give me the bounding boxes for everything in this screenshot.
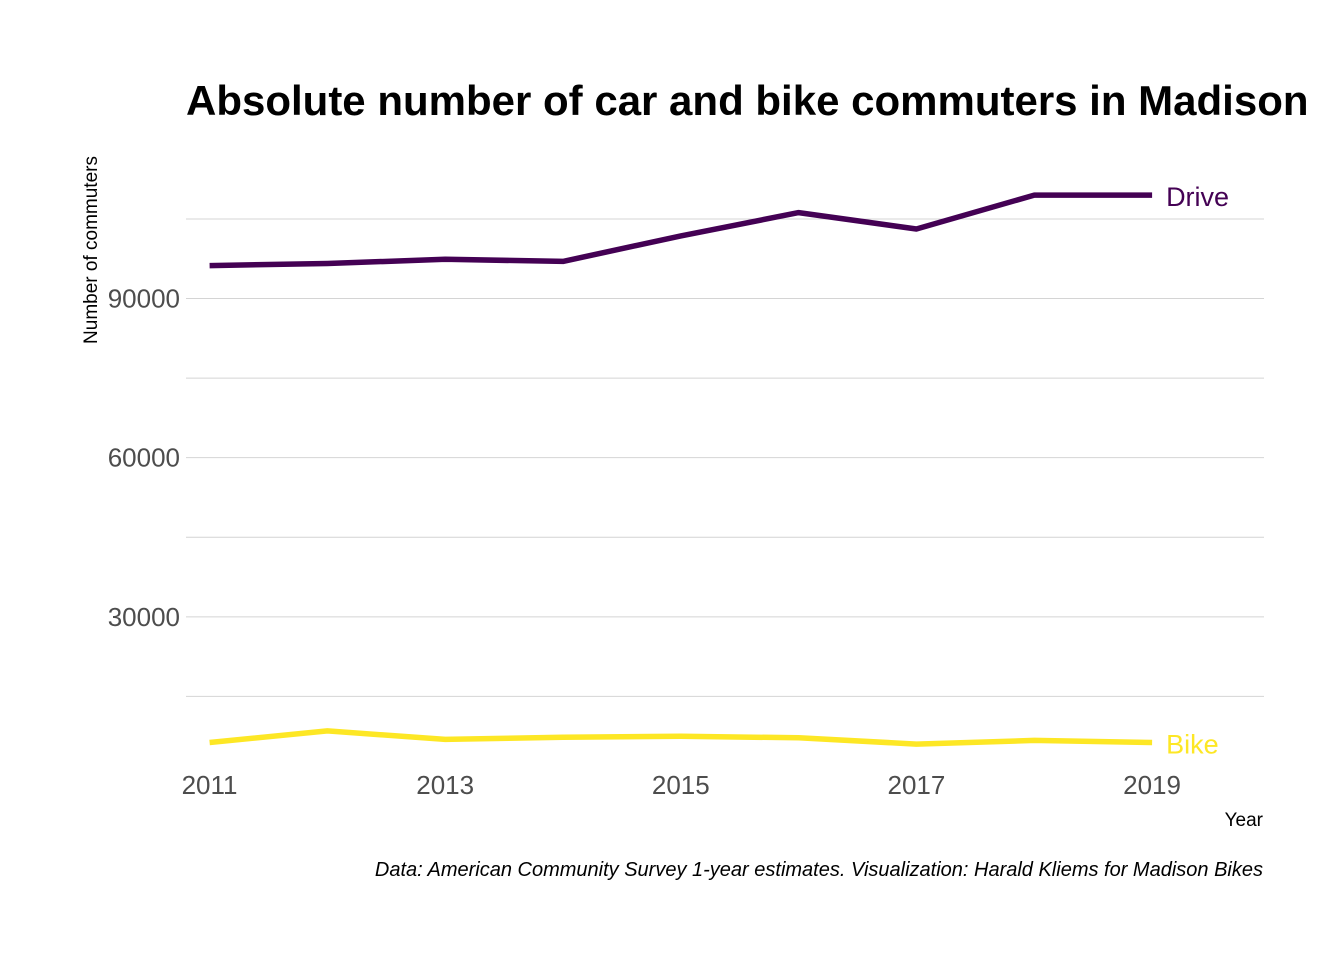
chart-title: Absolute number of car and bike commuter… <box>186 77 1309 124</box>
y-tick-label: 60000 <box>108 443 180 473</box>
x-tick-label: 2017 <box>888 770 946 800</box>
series-lines <box>209 192 1153 747</box>
x-tick-label: 2011 <box>182 770 238 800</box>
series-line-drive <box>209 192 1153 269</box>
x-tick-label: 2019 <box>1123 770 1181 800</box>
x-axis-tick-labels: 2011 2013 2015 2017 2019 <box>182 770 1181 800</box>
x-axis-title: Year <box>1225 810 1264 831</box>
x-tick-label: 2013 <box>416 770 474 800</box>
y-tick-label: 30000 <box>108 602 180 632</box>
y-tick-label: 90000 <box>108 284 180 314</box>
x-tick-label: 2015 <box>652 770 710 800</box>
series-label-bike: Bike <box>1166 730 1219 760</box>
gridlines <box>186 218 1264 697</box>
series-label-drive: Drive <box>1166 182 1229 212</box>
series-end-labels: Drive Bike <box>1166 182 1229 759</box>
y-axis-tick-labels: 30000 60000 90000 <box>108 284 180 632</box>
y-axis-title: Number of commuters <box>81 156 102 344</box>
series-line-bike <box>209 728 1153 747</box>
chart-caption: Data: American Community Survey 1-year e… <box>375 859 1263 881</box>
